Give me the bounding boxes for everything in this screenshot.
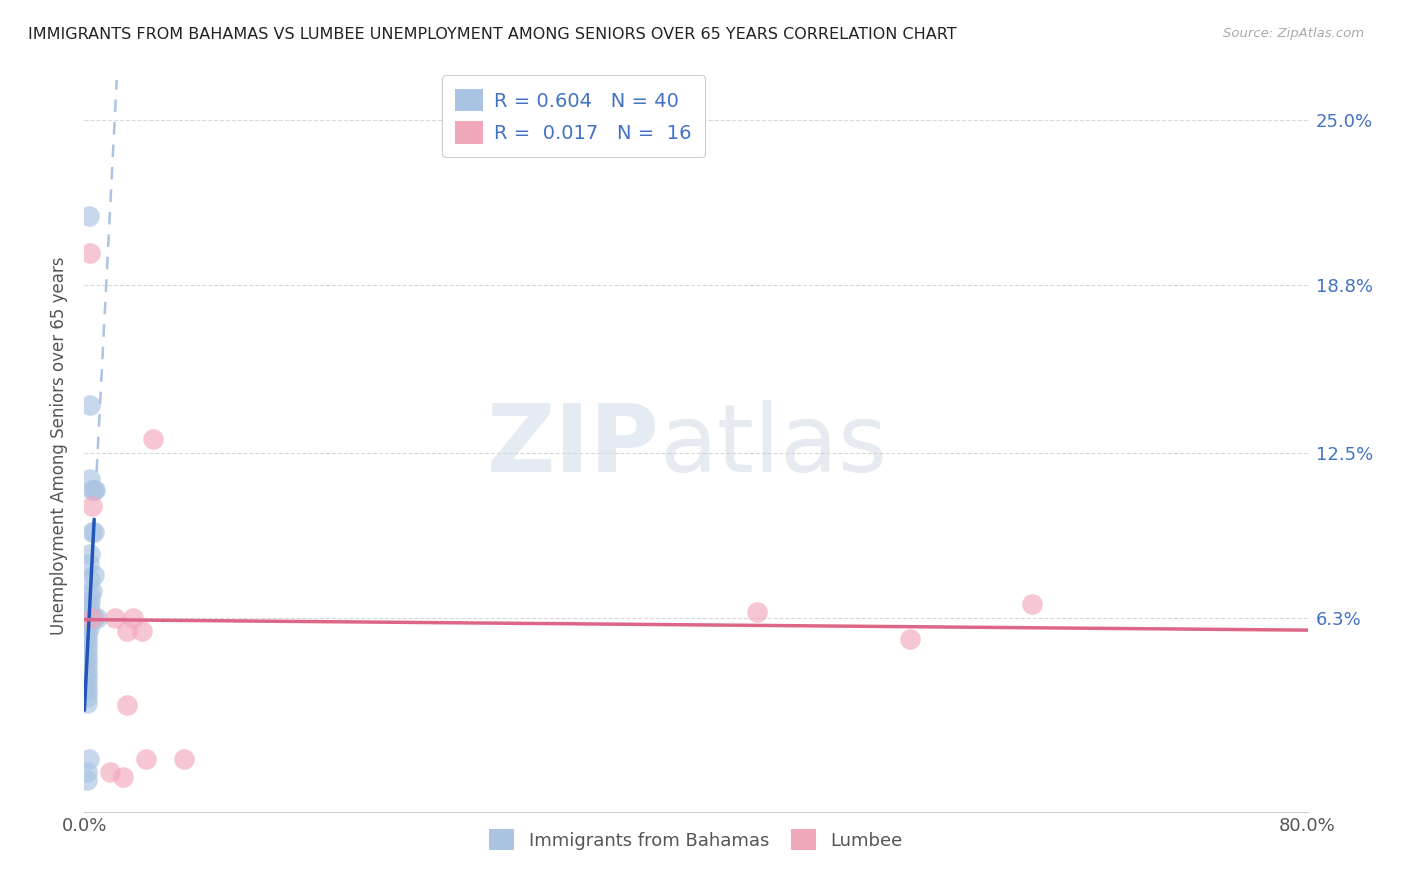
Point	[173, 751, 195, 765]
Point	[76, 669, 98, 683]
Point	[76, 685, 98, 699]
Text: Source: ZipAtlas.com: Source: ZipAtlas.com	[1223, 27, 1364, 40]
Point	[77, 599, 100, 614]
Point	[1021, 597, 1043, 611]
Point	[84, 483, 107, 497]
Point	[77, 610, 100, 624]
Point	[83, 483, 105, 497]
Point	[98, 764, 121, 779]
Point	[80, 610, 103, 624]
Point	[747, 605, 769, 619]
Text: atlas: atlas	[659, 400, 887, 492]
Point	[79, 589, 101, 603]
Point	[122, 610, 145, 624]
Point	[76, 764, 98, 779]
Point	[76, 674, 98, 689]
Point	[79, 547, 101, 561]
Point	[76, 626, 98, 640]
Point	[80, 584, 103, 599]
Point	[76, 772, 98, 787]
Point	[131, 624, 153, 638]
Point	[76, 653, 98, 667]
Point	[83, 568, 105, 582]
Point	[80, 499, 103, 513]
Point	[79, 605, 101, 619]
Point	[79, 472, 101, 486]
Point	[76, 680, 98, 694]
Point	[77, 615, 100, 630]
Text: ZIP: ZIP	[486, 400, 659, 492]
Text: IMMIGRANTS FROM BAHAMAS VS LUMBEE UNEMPLOYMENT AMONG SENIORS OVER 65 YEARS CORRE: IMMIGRANTS FROM BAHAMAS VS LUMBEE UNEMPL…	[28, 27, 956, 42]
Point	[142, 433, 165, 447]
Point	[76, 696, 98, 710]
Point	[898, 632, 921, 646]
Point	[77, 621, 100, 635]
Point	[76, 648, 98, 662]
Point	[83, 525, 105, 540]
Point	[80, 525, 103, 540]
Point	[83, 610, 105, 624]
Point	[76, 658, 98, 673]
Y-axis label: Unemployment Among Seniors over 65 years: Unemployment Among Seniors over 65 years	[51, 257, 69, 635]
Point	[80, 483, 103, 497]
Point	[79, 594, 101, 608]
Point	[76, 690, 98, 705]
Point	[135, 751, 157, 765]
Point	[79, 574, 101, 588]
Point	[115, 624, 138, 638]
Point	[79, 246, 101, 260]
Point	[77, 558, 100, 572]
Point	[76, 637, 98, 651]
Point	[79, 398, 101, 412]
Point	[76, 664, 98, 678]
Point	[77, 751, 100, 765]
Point	[76, 642, 98, 657]
Point	[76, 632, 98, 646]
Point	[77, 610, 100, 624]
Point	[86, 610, 108, 624]
Point	[104, 610, 127, 624]
Point	[77, 209, 100, 223]
Legend: Immigrants from Bahamas, Lumbee: Immigrants from Bahamas, Lumbee	[482, 822, 910, 857]
Point	[115, 698, 138, 713]
Point	[111, 770, 134, 784]
